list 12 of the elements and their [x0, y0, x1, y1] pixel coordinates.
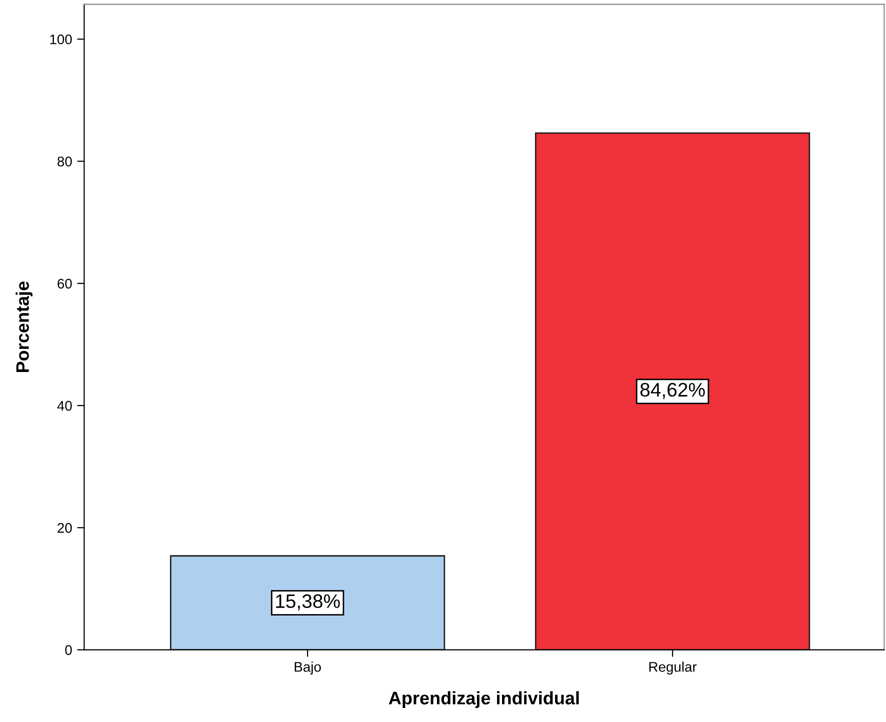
data-label: 84,62% — [640, 382, 705, 399]
y-tick-label: 40 — [57, 400, 72, 411]
x-tick-label: Regular — [649, 662, 697, 675]
y-axis-title: Porcentaje — [16, 282, 33, 372]
x-tick-label: Bajo — [294, 662, 321, 675]
y-tick-label: 80 — [58, 156, 72, 166]
y-tick-label: 60 — [58, 278, 72, 289]
data-label: 15,38% — [276, 594, 340, 610]
x-axis-title: Aprendizaje individual — [388, 691, 579, 708]
y-tick-label: 0 — [65, 645, 72, 655]
y-tick-label: 20 — [58, 523, 72, 533]
y-tick-label: 100 — [50, 34, 72, 44]
